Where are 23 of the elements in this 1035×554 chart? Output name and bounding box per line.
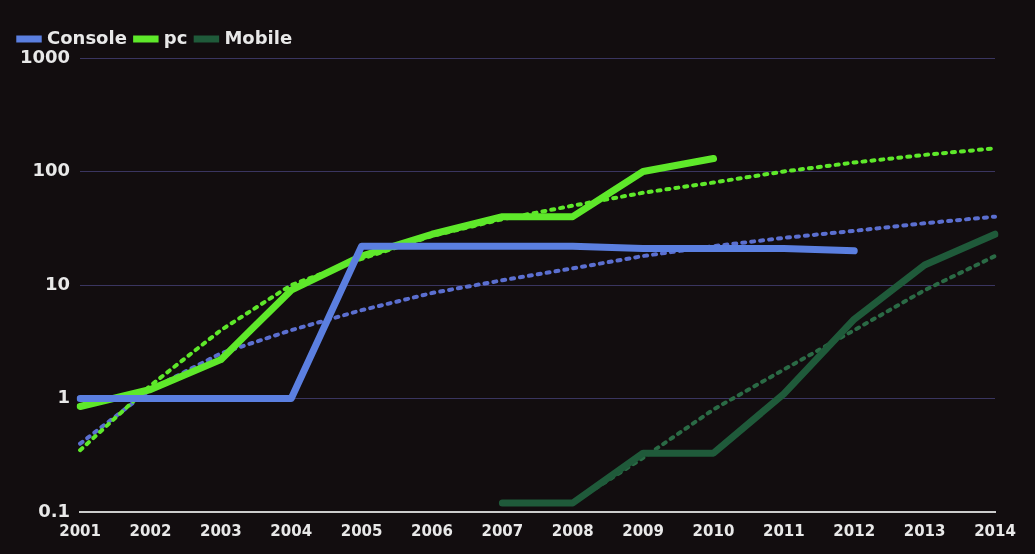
x-tick-label: 2006 (411, 521, 453, 540)
x-tick-label: 2001 (59, 521, 101, 540)
legend-label: Console (47, 26, 127, 48)
line-series (78, 214, 997, 446)
x-tick-label: 2002 (129, 521, 172, 540)
x-tick-label: 2011 (762, 521, 805, 540)
x-tick-label: 2012 (833, 521, 876, 540)
legend-label: Mobile (224, 26, 293, 48)
x-tick-label: 2010 (692, 521, 735, 540)
x-tick-label: 2008 (551, 521, 594, 540)
legend-label: pc (163, 26, 188, 48)
x-tick-label: 2014 (974, 521, 1016, 540)
x-tick-label: 2009 (622, 521, 664, 540)
x-tick-label: 2007 (481, 521, 524, 540)
x-tick-label: 2005 (340, 521, 383, 540)
x-tick-label: 2013 (903, 521, 946, 540)
x-tick-label: 2003 (199, 521, 242, 540)
y-tick-label: 100 (32, 159, 71, 181)
y-tick-label: 0.1 (38, 499, 71, 521)
y-tick-label: 1000 (19, 45, 71, 67)
x-tick-label: 2004 (270, 521, 313, 540)
y-tick-label: 10 (45, 272, 71, 294)
y-tick-label: 1 (57, 386, 71, 408)
